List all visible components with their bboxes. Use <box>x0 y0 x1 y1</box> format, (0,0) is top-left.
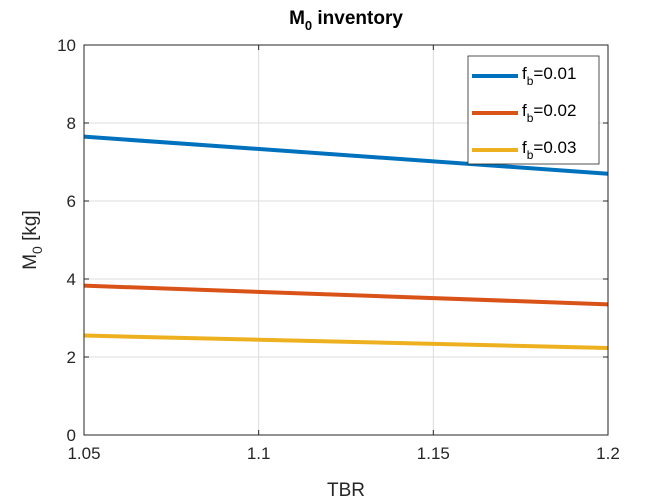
y-tick-label: 0 <box>67 426 76 445</box>
y-tick-label: 10 <box>57 36 76 55</box>
series-line-1 <box>83 134 609 176</box>
y-axis-label-subscript: 0 <box>29 246 45 254</box>
x-tick-label: 1.2 <box>596 444 620 463</box>
series-line-2 <box>83 283 609 307</box>
series-line-3 <box>83 333 609 351</box>
x-tick-label: 1.15 <box>417 444 450 463</box>
legend-label-2: fb=0.02 <box>522 101 576 125</box>
y-tick-label: 4 <box>67 270 76 289</box>
x-tick-label: 1.1 <box>247 444 271 463</box>
y-tick-label: 8 <box>67 114 76 133</box>
legend-label-1: fb=0.01 <box>522 64 576 88</box>
series-group <box>83 134 609 351</box>
legend-label-3: fb=0.03 <box>522 138 576 162</box>
plot-frame <box>83 44 609 436</box>
ticks <box>83 44 609 436</box>
x-tick-label: 1.05 <box>67 444 100 463</box>
y-axis-label: M0 [kg] <box>20 210 45 270</box>
y-tick-label: 2 <box>67 348 76 367</box>
tick-labels: 1.05 1.1 1.15 1.2 0 2 4 6 8 10 <box>57 36 620 463</box>
chart-title-subscript: 0 <box>305 18 312 33</box>
y-tick-label: 6 <box>67 192 76 211</box>
legend: fb=0.01 fb=0.02 fb=0.03 <box>467 55 600 165</box>
legend-items: fb=0.01 fb=0.02 fb=0.03 <box>472 64 576 162</box>
chart-title: M0 inventory <box>289 8 403 33</box>
x-axis-label: TBR <box>327 480 365 501</box>
